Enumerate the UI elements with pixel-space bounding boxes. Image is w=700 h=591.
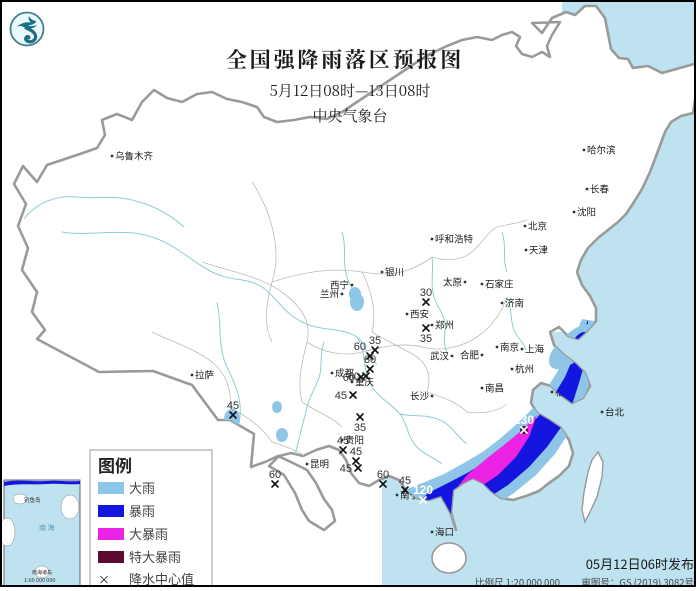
svg-text:拉萨: 拉萨 (195, 368, 215, 382)
svg-text:45: 45 (227, 400, 239, 412)
svg-text:35: 35 (420, 333, 432, 345)
svg-text:台北: 台北 (605, 405, 625, 419)
svg-text:35: 35 (369, 335, 381, 347)
svg-text:长春: 长春 (590, 182, 610, 196)
svg-text:西安: 西安 (410, 307, 429, 321)
svg-text:上海: 上海 (525, 342, 545, 356)
svg-text:长沙: 长沙 (410, 389, 430, 403)
svg-text:沈阳: 沈阳 (577, 205, 596, 219)
svg-text:呼和浩特: 呼和浩特 (435, 232, 474, 246)
svg-text:海口: 海口 (435, 525, 454, 539)
svg-text:45: 45 (335, 390, 347, 402)
svg-text:60: 60 (377, 469, 389, 481)
svg-text:杭州: 杭州 (515, 362, 534, 376)
svg-text:乌鲁木齐: 乌鲁木齐 (115, 149, 154, 163)
svg-text:60: 60 (343, 372, 355, 384)
svg-text:武汉: 武汉 (430, 349, 450, 363)
svg-text:230: 230 (514, 413, 534, 427)
svg-text:05月12日06时发布: 05月12日06时发布 (586, 554, 694, 573)
svg-text:哈尔滨: 哈尔滨 (587, 143, 616, 157)
svg-text:×: × (98, 571, 110, 587)
svg-text:石家庄: 石家庄 (485, 277, 514, 291)
svg-text:银川: 银川 (385, 265, 404, 279)
svg-text:45: 45 (337, 435, 349, 447)
svg-text:南昌: 南昌 (485, 381, 504, 395)
svg-text:钓鱼岛: 钓鱼岛 (24, 496, 41, 504)
svg-text:图例: 图例 (98, 452, 132, 477)
svg-text:北京: 北京 (528, 219, 547, 233)
svg-text:30: 30 (420, 287, 432, 299)
svg-text:45: 45 (340, 463, 352, 475)
svg-text:1:60 000 000: 1:60 000 000 (24, 576, 55, 584)
svg-text:35: 35 (354, 422, 366, 434)
svg-text:郑州: 郑州 (435, 318, 454, 332)
svg-text:南京: 南京 (500, 340, 519, 354)
svg-text:济南: 济南 (505, 296, 524, 310)
svg-text:兰州: 兰州 (320, 287, 339, 301)
svg-text:审图号：GS (2019) 3082号: 审图号：GS (2019) 3082号 (581, 575, 694, 587)
svg-text:南 海: 南 海 (39, 523, 55, 533)
svg-text:降水中心值: 降水中心值 (129, 569, 194, 587)
svg-text:45: 45 (399, 475, 411, 487)
svg-text:60: 60 (269, 469, 281, 481)
svg-text:昆明: 昆明 (310, 457, 329, 471)
svg-text:合肥: 合肥 (460, 348, 480, 362)
svg-text:比例尺 1:20 000 000: 比例尺 1:20 000 000 (475, 575, 560, 587)
svg-text:大暴雨: 大暴雨 (129, 524, 168, 543)
svg-text:南海诸岛: 南海诸岛 (32, 569, 52, 576)
svg-text:45: 45 (350, 446, 362, 458)
svg-text:暴雨: 暴雨 (129, 501, 155, 520)
svg-text:天津: 天津 (529, 243, 549, 257)
svg-text:太原: 太原 (443, 275, 462, 289)
svg-text:120: 120 (413, 483, 433, 497)
svg-text:大雨: 大雨 (129, 478, 155, 497)
svg-text:特大暴雨: 特大暴雨 (129, 547, 181, 566)
svg-text:60: 60 (354, 341, 366, 353)
